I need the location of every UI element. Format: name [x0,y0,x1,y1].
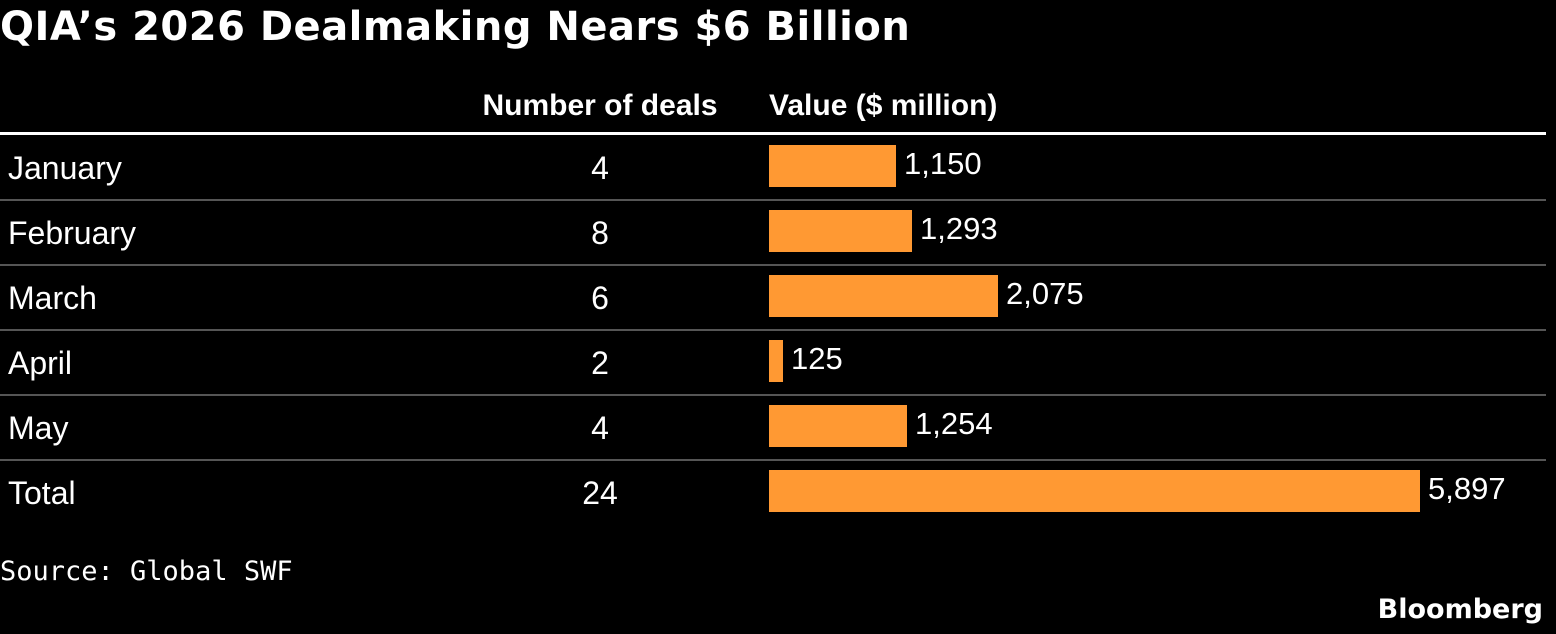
deals-count-april: 2 [591,344,609,381]
row-label-may: May [8,409,69,446]
chart-title: QIA’s 2026 Dealmaking Nears $6 Billion [0,4,911,50]
value-bar-may [769,404,907,447]
value-bar-april [769,339,783,382]
value-label-total: 5,897 [1428,470,1506,506]
bloomberg-logo: Bloomberg [1377,594,1543,625]
value-bar-march [769,274,998,317]
source-note: Source: Global SWF [0,556,293,587]
header-rule [0,132,1546,135]
row-label-total: Total [8,474,76,511]
value-label-march: 2,075 [1006,275,1084,311]
deals-column-header: Number of deals [482,89,718,122]
value-bar-february [769,209,912,252]
deals-count-total: 24 [582,474,618,511]
value-bar-total [769,469,1420,512]
deals-count-march: 6 [591,279,609,316]
value-label-may: 1,254 [915,405,993,441]
value-label-april: 125 [791,340,843,376]
row-label-january: January [8,149,122,186]
deals-count-february: 8 [591,214,609,251]
value-label-february: 1,293 [920,210,998,246]
row-separator [0,199,1546,201]
row-separator [0,459,1546,461]
row-separator [0,329,1546,331]
row-label-april: April [8,344,73,381]
deals-count-may: 4 [591,409,609,446]
deals-count-january: 4 [591,149,609,186]
value-column-header: Value ($ million) [769,89,998,122]
value-label-january: 1,150 [904,145,982,181]
value-bar-january [769,144,896,187]
row-separator [0,264,1546,266]
row-label-march: March [8,279,97,316]
row-separator [0,394,1546,396]
row-label-february: February [8,214,137,251]
